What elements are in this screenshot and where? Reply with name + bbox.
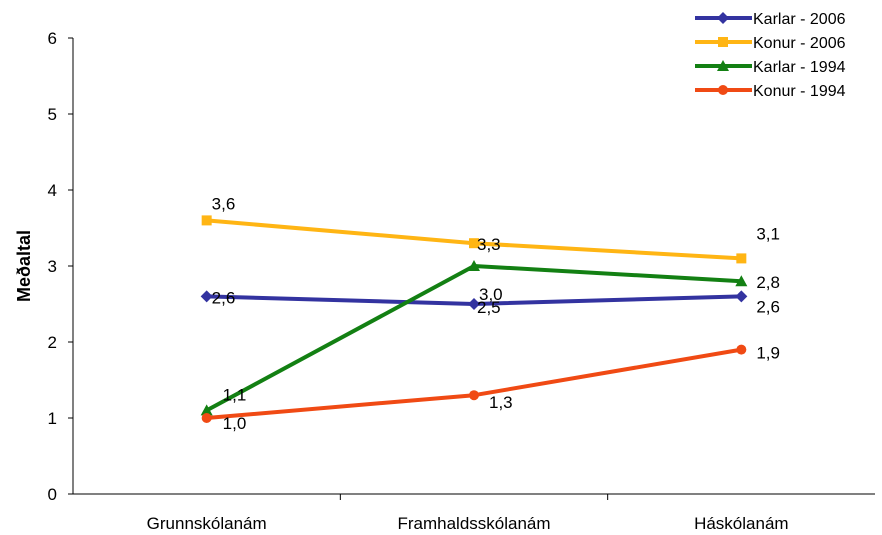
legend-label: Karlar - 1994 [753,59,846,76]
x-category-label: Grunnskólanám [147,514,267,533]
legend-item: Konur - 2006 [695,35,846,52]
y-tick-label: 3 [48,257,57,276]
data-label: 3,3 [477,235,501,254]
legend-label: Konur - 2006 [753,35,846,52]
data-point [200,290,213,303]
axes: 0 1 2 3 4 5 6 Grunnskólanám Framhaldsskólanám Há… [48,29,875,533]
data-point [736,344,747,355]
data-label: 3,1 [756,224,780,243]
series-layer [200,215,748,423]
data-label: 2,6 [212,288,236,307]
data-point [201,215,212,226]
data-label: 3,6 [212,194,236,213]
x-ticks: Grunnskólanám Framhaldsskólanám Háskólanám [147,494,789,533]
data-label: 1,1 [223,385,247,404]
legend-item: Karlar - 2006 [695,11,846,28]
data-point [200,404,213,416]
series-0 [200,290,748,310]
legend-marker [718,37,728,47]
data-labels: 2,6 2,5 2,6 3,6 3,3 3,1 1,1 3,0 2,8 1,0 1,3 1,9 [212,194,780,433]
series-3 [201,344,747,423]
x-category-label: Háskólanám [694,514,789,533]
y-tick-label: 6 [48,29,57,48]
data-point [469,390,479,401]
legend-item: Konur - 1994 [695,83,846,100]
data-point [735,290,748,303]
legend-marker [718,85,728,95]
series-line [205,264,742,413]
series-1 [201,215,747,264]
y-tick-label: 0 [48,485,57,504]
data-label: 2,8 [756,273,780,292]
legend: Karlar - 2006 Konur - 2006 Karlar - 1994 Ko… [695,11,846,100]
x-category-label: Framhaldsskólanám [397,514,550,533]
data-label: 1,0 [223,414,247,433]
series-2 [200,260,748,416]
data-point [201,413,212,423]
y-tick-label: 2 [48,333,57,352]
data-point [735,275,748,287]
data-label: 2,6 [756,297,780,316]
series-line [206,347,742,420]
y-axis-title: Meðaltal [14,230,34,302]
y-tick-label: 1 [48,409,57,428]
legend-marker [717,12,729,24]
legend-label: Konur - 1994 [753,83,846,100]
data-point [468,260,480,271]
data-label: 3,0 [479,285,503,304]
data-point [469,238,479,249]
data-label: 1,3 [489,393,513,412]
data-label: 2,5 [477,298,501,317]
y-ticks: 0 1 2 3 4 5 6 [48,29,73,504]
y-tick-label: 4 [48,181,57,200]
data-point [736,253,747,264]
legend-label: Karlar - 2006 [753,11,846,28]
legend-item: Karlar - 1994 [695,59,846,76]
legend-marker [717,60,729,71]
data-label: 1,9 [756,344,780,363]
data-point [468,298,480,310]
y-tick-label: 5 [48,105,57,124]
